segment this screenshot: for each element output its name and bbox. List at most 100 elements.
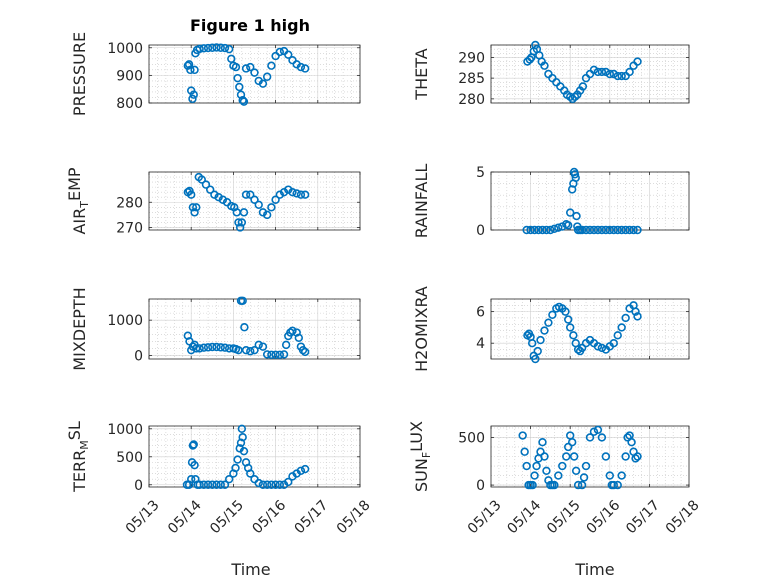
subplot-h2omixra: 4 6 H2OMIXRA [412,286,690,372]
data-point [238,296,247,305]
data-point [571,466,581,475]
data-point [258,342,268,351]
data-point [241,190,251,199]
data-point [237,424,247,433]
data-point [279,187,289,197]
data-point [296,190,306,199]
data-point [565,208,575,217]
y-tick-label: 270 [116,220,143,236]
subplot-pressure: 800 900 1000 PRESSURE [70,32,361,116]
data-point [284,185,293,194]
data-point [267,61,276,70]
x-axis-label-right: Time [574,560,614,579]
y-tick-label: 0 [476,478,485,494]
data-point [271,51,280,61]
data-point [593,225,603,235]
data-point [216,43,225,52]
y-tick-label: 1000 [107,313,143,329]
data-point [567,185,577,194]
data-point [528,480,537,490]
data-point [617,225,626,235]
data-point [564,315,573,324]
data-point [231,62,241,72]
y-axis-label-h2omixra: H2OMIXRA [412,286,431,372]
data-point [533,346,542,356]
data-point [617,323,626,332]
data-point [210,190,219,199]
y-tick-label: 280 [116,195,143,211]
data-point [570,170,580,179]
subplot-mixdepth: 0 1000 MIXDEPTH [70,287,361,371]
data-point [585,433,595,442]
data-point [183,61,193,70]
data-point [609,480,618,490]
data-point [530,225,539,235]
data-point [562,452,571,461]
data-point [231,463,240,473]
plot-area [491,172,689,230]
data-point [197,175,206,184]
data-point [238,432,247,442]
data-point [208,43,217,52]
data-point [216,343,225,352]
data-point [292,189,301,198]
x-axis-label-left: Time [230,560,270,579]
data-point [188,203,198,212]
data-point [621,452,630,461]
data-point [199,343,209,352]
data-point [187,86,196,95]
y-axis-label-mixdepth: MIXDEPTH [70,287,89,370]
data-point [633,452,642,461]
data-point [239,208,249,217]
data-point [246,190,255,199]
plot-area [149,45,360,103]
data-point [605,69,614,79]
data-point [542,466,551,475]
axes-frame [148,298,361,360]
data-point [267,480,276,489]
data-point [534,225,543,235]
data-point [589,427,599,436]
data-point [188,94,197,104]
data-point [275,480,285,489]
data-point [258,480,268,489]
data-point [240,323,249,332]
axes-frame [490,44,690,104]
data-point [275,190,285,199]
data-point [187,190,196,199]
data-point [567,438,577,447]
data-point [186,65,195,75]
y-axis-label-rainfall: RAINFALL [412,164,431,239]
data-point [617,71,626,81]
data-point [572,211,581,221]
y-tick-label: 6 [476,305,485,321]
data-point [597,225,607,235]
data-point [536,335,545,345]
data-point [565,323,575,332]
data-point [189,440,198,449]
data-point [571,173,580,183]
data-point [631,307,640,316]
data-point [597,343,607,353]
data-point [522,461,531,471]
data-point [258,79,268,88]
data-point [548,310,557,319]
data-point [597,433,607,442]
data-point [212,480,221,489]
plot-area [491,299,689,359]
data-point [621,225,630,235]
data-point [613,331,622,340]
data-point [199,44,209,53]
y-axis-label-theta: THETA [412,48,431,100]
data-point [271,480,280,489]
data-point [281,340,291,350]
data-point [593,342,603,351]
data-point [220,43,230,53]
data-point [262,350,272,359]
data-point [298,345,308,355]
data-point [581,225,591,235]
data-point [235,82,244,92]
data-point [236,90,246,99]
data-point [246,347,255,356]
data-point [581,461,591,471]
